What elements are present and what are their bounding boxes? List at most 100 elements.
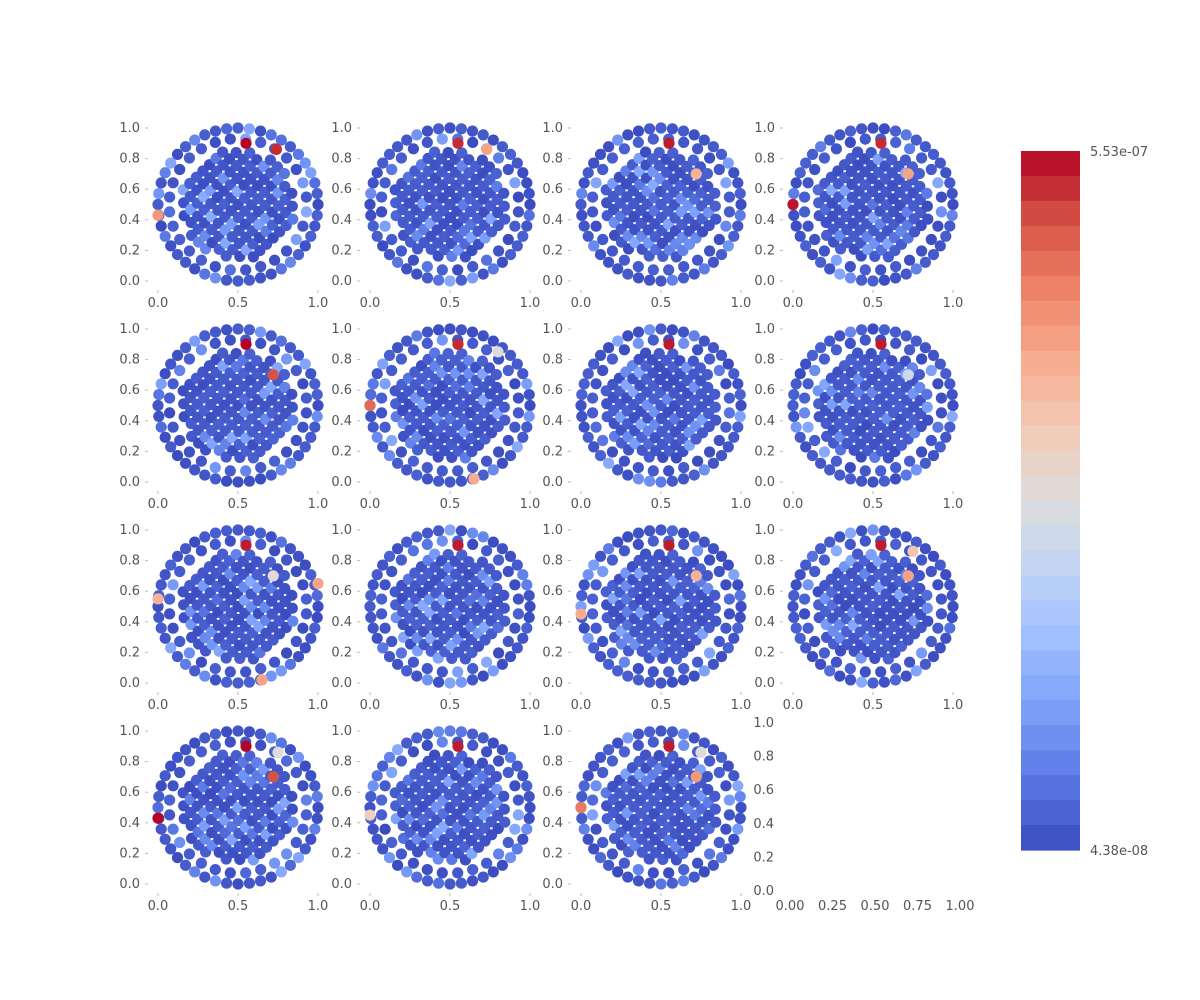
scatter-point	[815, 141, 827, 153]
scatter-point	[875, 666, 887, 678]
scatter-point	[243, 726, 255, 738]
scatter-point	[582, 167, 594, 179]
scatter-point	[180, 658, 192, 670]
scatter-point	[254, 125, 267, 137]
scatter-point	[255, 538, 267, 551]
scatter-point	[221, 475, 233, 487]
scatter-point	[704, 647, 716, 659]
scatter-point	[940, 167, 952, 179]
scatter-point	[603, 342, 615, 354]
scatter-point	[483, 161, 495, 173]
y-tick-label: 0.0	[753, 884, 774, 899]
colorbar-segment	[1021, 625, 1080, 651]
scatter-point	[890, 337, 902, 349]
panel-9: 0.0 0.5 1.0 0.0 0.2 0.4 0.6 0.8 1.0	[119, 523, 328, 713]
scatter-point	[367, 421, 379, 433]
scatter-point	[582, 368, 594, 380]
scatter-point	[290, 163, 302, 176]
scatter-point	[483, 764, 495, 776]
scatter-point	[167, 823, 179, 835]
scatter-point	[802, 220, 814, 232]
scatter-point	[517, 431, 529, 443]
colorbar-segment	[1021, 775, 1080, 801]
scatter-point	[834, 330, 846, 342]
scatter-point	[240, 465, 252, 477]
scatter-point	[281, 554, 293, 566]
scatter-point-highlight	[492, 346, 504, 358]
scatter-point	[467, 538, 479, 551]
scatter-point	[947, 399, 959, 412]
scatter-point	[622, 129, 634, 141]
scatter-point	[509, 177, 521, 189]
colorbar-segment	[1021, 225, 1080, 252]
y-tick-label: 0.4	[754, 213, 775, 228]
scatter-point	[732, 780, 744, 792]
scatter-point	[309, 421, 321, 433]
scatter-point	[622, 732, 634, 744]
scatter-point	[710, 414, 722, 426]
scatter-point	[512, 407, 525, 419]
scatter-point	[824, 134, 836, 146]
scatter-point	[640, 548, 652, 560]
scatter-point	[199, 670, 211, 682]
colorbar-segment	[1021, 200, 1080, 227]
scatter-point	[713, 565, 725, 578]
scatter-point	[576, 209, 588, 221]
scatter-point	[386, 635, 398, 648]
scatter-point	[230, 750, 242, 762]
scatter-point	[209, 261, 221, 273]
scatter-point	[433, 676, 445, 688]
scatter-point	[524, 801, 536, 814]
scatter-point	[732, 421, 744, 433]
scatter-point	[707, 457, 720, 469]
scatter-point	[180, 342, 192, 354]
x-tick-label: 1.0	[943, 497, 964, 512]
x-tick-label: 0.5	[440, 296, 461, 311]
y-tick-label: 1.0	[331, 724, 352, 739]
scatter-point	[171, 751, 184, 764]
scatter-point	[511, 642, 523, 654]
scatter-point	[935, 206, 948, 218]
scatter-point	[644, 726, 656, 738]
scatter-point	[171, 852, 184, 864]
scatter-point	[195, 254, 207, 266]
scatter-point	[364, 600, 376, 613]
scatter-point	[603, 744, 615, 756]
scatter-point	[421, 663, 433, 675]
panel-12: 0.0 0.5 1.0 0.0 0.2 0.4 0.6 0.8 1.0	[754, 523, 963, 713]
scatter-point	[300, 809, 312, 821]
scatter-point	[578, 220, 590, 232]
scatter-point	[587, 608, 599, 620]
scatter-point	[709, 790, 721, 802]
scatter-point	[195, 143, 207, 155]
scatter-point	[284, 141, 296, 153]
scatter-point	[155, 622, 167, 634]
y-tick-label: 0.8	[542, 755, 563, 770]
scatter-point	[496, 744, 508, 756]
scatter-point	[165, 760, 177, 772]
scatter-point	[666, 525, 679, 537]
scatter-point	[278, 168, 290, 180]
scatter-point	[509, 220, 521, 232]
scatter-point	[189, 737, 201, 749]
scatter-point	[735, 399, 747, 412]
scatter-point	[498, 790, 510, 802]
scatter-point	[189, 134, 201, 146]
scatter-point	[195, 455, 207, 467]
scatter-point	[395, 353, 407, 365]
scatter-point	[232, 122, 244, 134]
scatter-point	[466, 326, 479, 338]
scatter-point	[165, 559, 177, 571]
scatter-point	[209, 337, 221, 349]
scatter-point	[286, 803, 298, 815]
scatter-point-highlight	[575, 608, 587, 620]
scatter-point	[376, 593, 388, 605]
scatter-point	[502, 364, 514, 377]
scatter-point	[590, 220, 602, 232]
scatter-point	[523, 188, 535, 200]
scatter-point	[243, 676, 255, 688]
scatter-point	[900, 531, 912, 543]
scatter-point	[383, 249, 396, 261]
scatter-point	[411, 469, 423, 481]
scatter-point	[299, 157, 311, 169]
